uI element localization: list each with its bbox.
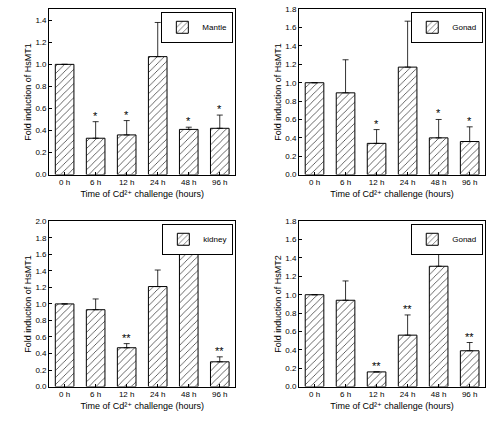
svg-text:0 h: 0 h [59,178,70,187]
svg-text:*: * [467,115,472,127]
svg-text:1.4: 1.4 [285,254,297,263]
svg-text:12 h: 12 h [119,178,135,187]
svg-text:Gonad: Gonad [452,23,476,32]
svg-text:0.0: 0.0 [35,170,47,179]
svg-text:6 h: 6 h [340,178,351,187]
svg-text:0.0: 0.0 [285,170,297,179]
svg-text:0.8: 0.8 [35,82,47,91]
svg-text:12 h: 12 h [119,390,135,399]
svg-text:0.4: 0.4 [35,126,47,135]
svg-text:kidney: kidney [203,235,226,244]
svg-text:1.2: 1.2 [35,38,47,47]
svg-text:**: ** [122,332,131,344]
svg-text:Fold induction of HsMT1: Fold induction of HsMT1 [273,43,283,141]
svg-text:*: * [124,109,129,121]
svg-text:0.6: 0.6 [35,333,47,342]
svg-text:24 h: 24 h [400,390,416,399]
svg-text:0.8: 0.8 [285,97,297,106]
svg-text:6 h: 6 h [90,178,101,187]
svg-text:1.8: 1.8 [285,5,297,14]
svg-text:0 h: 0 h [59,390,70,399]
svg-text:Fold induction of HsMT1: Fold induction of HsMT1 [23,43,33,141]
svg-text:1.0: 1.0 [35,60,47,69]
svg-text:96 h: 96 h [212,390,228,399]
svg-text:Fold induction of HsMT2: Fold induction of HsMT2 [273,255,283,353]
svg-text:Time of Cd²⁺ challenge (hours): Time of Cd²⁺ challenge (hours) [330,189,453,199]
svg-text:6 h: 6 h [340,390,351,399]
svg-text:1.8: 1.8 [285,217,297,226]
svg-text:0.6: 0.6 [285,115,297,124]
svg-text:1.6: 1.6 [285,23,297,32]
svg-text:Mantle: Mantle [202,23,227,32]
svg-text:1.8: 1.8 [35,234,47,243]
svg-text:Time of Cd²⁺ challenge (hours): Time of Cd²⁺ challenge (hours) [80,401,203,411]
svg-text:48 h: 48 h [431,178,447,187]
svg-text:12 h: 12 h [369,390,385,399]
svg-text:1.0: 1.0 [285,291,297,300]
svg-text:96 h: 96 h [462,178,478,187]
svg-text:0.0: 0.0 [285,382,297,391]
svg-text:1.4: 1.4 [35,16,47,25]
svg-text:6 h: 6 h [90,390,101,399]
svg-text:*: * [93,110,98,122]
svg-text:0.4: 0.4 [285,134,297,143]
svg-text:0.2: 0.2 [285,152,297,161]
svg-text:24 h: 24 h [400,178,416,187]
svg-text:0 h: 0 h [309,178,320,187]
svg-text:1.2: 1.2 [285,60,297,69]
svg-text:24 h: 24 h [150,178,166,187]
svg-text:**: ** [403,303,412,315]
svg-text:96 h: 96 h [212,178,228,187]
svg-text:1.0: 1.0 [35,300,47,309]
svg-text:Fold induction of HsMT1: Fold induction of HsMT1 [23,255,33,353]
svg-text:0.6: 0.6 [285,327,297,336]
svg-text:0.4: 0.4 [35,349,47,358]
svg-text:1.2: 1.2 [35,283,47,292]
svg-text:0.0: 0.0 [35,382,47,391]
svg-text:1.4: 1.4 [285,42,297,51]
svg-text:12 h: 12 h [369,178,385,187]
svg-text:0.2: 0.2 [35,366,47,375]
svg-text:1.6: 1.6 [285,235,297,244]
svg-text:1.0: 1.0 [285,79,297,88]
svg-text:*: * [436,107,441,119]
svg-text:48 h: 48 h [181,178,197,187]
svg-text:0.4: 0.4 [285,346,297,355]
svg-text:Time of Cd²⁺ challenge (hours): Time of Cd²⁺ challenge (hours) [330,401,453,411]
svg-text:48 h: 48 h [181,390,197,399]
svg-text:0 h: 0 h [309,390,320,399]
svg-text:**: ** [215,345,224,357]
svg-text:0.6: 0.6 [35,104,47,113]
svg-text:*: * [217,103,222,115]
svg-text:**: ** [372,360,381,372]
svg-text:0.2: 0.2 [285,364,297,373]
svg-text:**: ** [465,331,474,343]
svg-text:96 h: 96 h [462,390,478,399]
svg-text:24 h: 24 h [150,390,166,399]
svg-text:0.8: 0.8 [35,316,47,325]
svg-text:0.8: 0.8 [285,309,297,318]
svg-text:1.4: 1.4 [35,267,47,276]
svg-text:1.6: 1.6 [35,250,47,259]
svg-text:*: * [186,115,191,127]
svg-text:1.2: 1.2 [285,272,297,281]
svg-text:*: * [374,118,379,130]
svg-text:Time of Cd²⁺ challenge (hours): Time of Cd²⁺ challenge (hours) [80,189,203,199]
svg-text:2.0: 2.0 [35,217,47,226]
svg-text:Gonad: Gonad [452,235,476,244]
svg-text:0.2: 0.2 [35,148,47,157]
svg-text:48 h: 48 h [431,390,447,399]
